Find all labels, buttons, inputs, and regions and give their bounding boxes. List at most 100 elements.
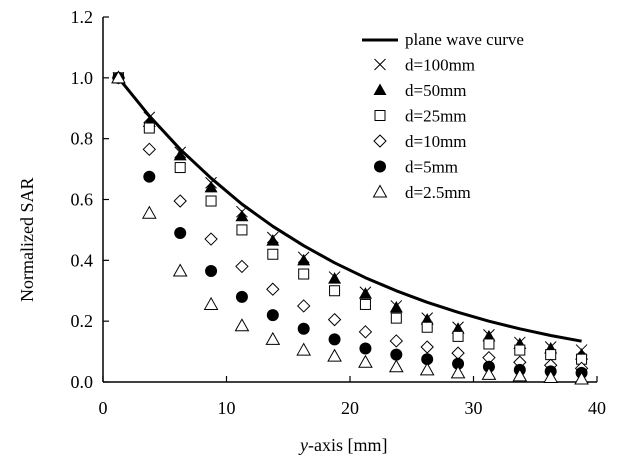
open-square-marker (359, 298, 371, 310)
open-square-marker (390, 312, 402, 324)
filled-circle-marker (359, 342, 372, 355)
filled-triangle-marker (204, 180, 218, 193)
x-tick-label: 20 (341, 398, 359, 418)
filled-circle-marker (235, 290, 248, 303)
open-square-marker (374, 110, 386, 121)
filled-triangle-marker (328, 272, 342, 284)
open-square-marker (298, 268, 310, 280)
legend-label: d=10mm (405, 132, 467, 151)
open-triangle-marker (419, 362, 435, 376)
open-square-marker (329, 285, 341, 297)
x-marker (374, 58, 386, 71)
series-d-50mm (111, 71, 589, 360)
data-marks (111, 70, 589, 385)
open-diamond-marker (389, 334, 404, 348)
open-square-marker (483, 338, 495, 350)
x-axis-label-italic: y (298, 435, 308, 455)
open-diamond-marker (266, 282, 280, 296)
open-triangle-marker (141, 205, 157, 219)
filled-circle-marker (328, 333, 341, 346)
open-square-marker (143, 122, 155, 134)
open-diamond-marker (420, 340, 434, 354)
open-triangle-marker (265, 331, 281, 345)
filled-circle-marker (390, 348, 403, 361)
open-triangle-marker (203, 296, 219, 310)
filled-triangle-marker (358, 287, 372, 299)
open-diamond-marker (327, 312, 342, 327)
open-triangle-marker (450, 365, 466, 379)
open-triangle-marker (512, 368, 528, 382)
y-tick-label: 1.0 (71, 68, 94, 88)
filled-triangle-marker (373, 83, 387, 95)
filled-circle-marker (421, 353, 434, 366)
open-triangle-marker (111, 70, 126, 84)
open-square-marker (205, 195, 217, 207)
legend-label: d=100mm (405, 56, 475, 75)
y-tick-label: 0.2 (71, 311, 94, 331)
legend-label: d=2.5mm (405, 183, 471, 202)
open-triangle-marker (543, 369, 559, 383)
series-d-5mm (112, 71, 588, 379)
y-tick-label: 0.8 (71, 129, 94, 149)
open-triangle-marker (327, 348, 342, 362)
open-triangle-marker (234, 318, 250, 332)
filled-circle-marker (482, 360, 495, 373)
filled-circle-marker (174, 226, 187, 239)
open-triangle-marker (574, 371, 589, 385)
series-d-2-5mm (111, 70, 589, 385)
x-axis-label-rest: -axis [mm] (308, 435, 387, 455)
filled-triangle-marker (173, 148, 187, 161)
x-tick-label: 0 (99, 398, 108, 418)
y-tick-label: 0.6 (71, 190, 94, 210)
open-diamond-marker (204, 232, 218, 246)
y-tick-label: 0.0 (71, 372, 94, 392)
filled-circle-marker (205, 264, 218, 277)
filled-circle-marker (143, 170, 156, 183)
open-square-marker (421, 321, 433, 333)
y-axis-label: Normalized SAR (17, 178, 37, 302)
open-square-marker (267, 248, 279, 260)
filled-circle-marker (297, 322, 310, 335)
open-square-marker (236, 224, 248, 236)
open-triangle-marker (358, 354, 373, 368)
legend-label: d=50mm (405, 81, 467, 100)
legend: plane wave curve d=100mm d=50mm d=25mm d=10m… (362, 30, 524, 202)
legend-label: plane wave curve (405, 30, 524, 49)
open-diamond-marker (235, 259, 249, 274)
open-triangle-marker (388, 359, 404, 373)
open-square-marker (545, 349, 557, 361)
plot-area: 0.0 0.2 0.4 0.6 0.8 1.0 1.2 0 10 20 30 40 (71, 7, 607, 418)
open-square-marker (452, 330, 464, 342)
open-triangle-marker (481, 366, 497, 380)
series-line-plane-wave-curve (117, 76, 582, 343)
legend-label: d=5mm (405, 158, 458, 177)
y-tick-label: 0.4 (71, 250, 94, 270)
open-diamond-marker (373, 134, 387, 148)
x-tick-label: 10 (218, 398, 236, 418)
open-diamond-marker (142, 142, 157, 157)
x-axis-label: y-axis [mm] (298, 435, 387, 455)
open-diamond-marker (296, 299, 311, 313)
open-triangle-marker (372, 184, 388, 198)
open-diamond-marker (451, 346, 465, 360)
filled-circle-marker (374, 160, 386, 173)
y-tick-label: 1.2 (71, 7, 94, 27)
open-square-marker (174, 162, 186, 174)
filled-triangle-marker (389, 300, 403, 313)
x-tick-label: 40 (588, 398, 606, 418)
legend-label: d=25mm (405, 107, 467, 126)
open-diamond-marker (173, 194, 187, 208)
open-triangle-marker (296, 342, 312, 356)
open-diamond-marker (358, 325, 373, 339)
filled-circle-marker (266, 309, 279, 322)
x-tick-label: 30 (465, 398, 483, 418)
filled-triangle-marker (266, 234, 280, 246)
x-marker-stroke (374, 58, 386, 71)
filled-circle-marker (452, 357, 465, 370)
series-d-100mm (112, 71, 588, 356)
filled-triangle-marker (297, 253, 311, 266)
series-d-25mm (112, 72, 588, 365)
filled-triangle-marker (235, 209, 249, 222)
open-square-marker (514, 344, 526, 356)
